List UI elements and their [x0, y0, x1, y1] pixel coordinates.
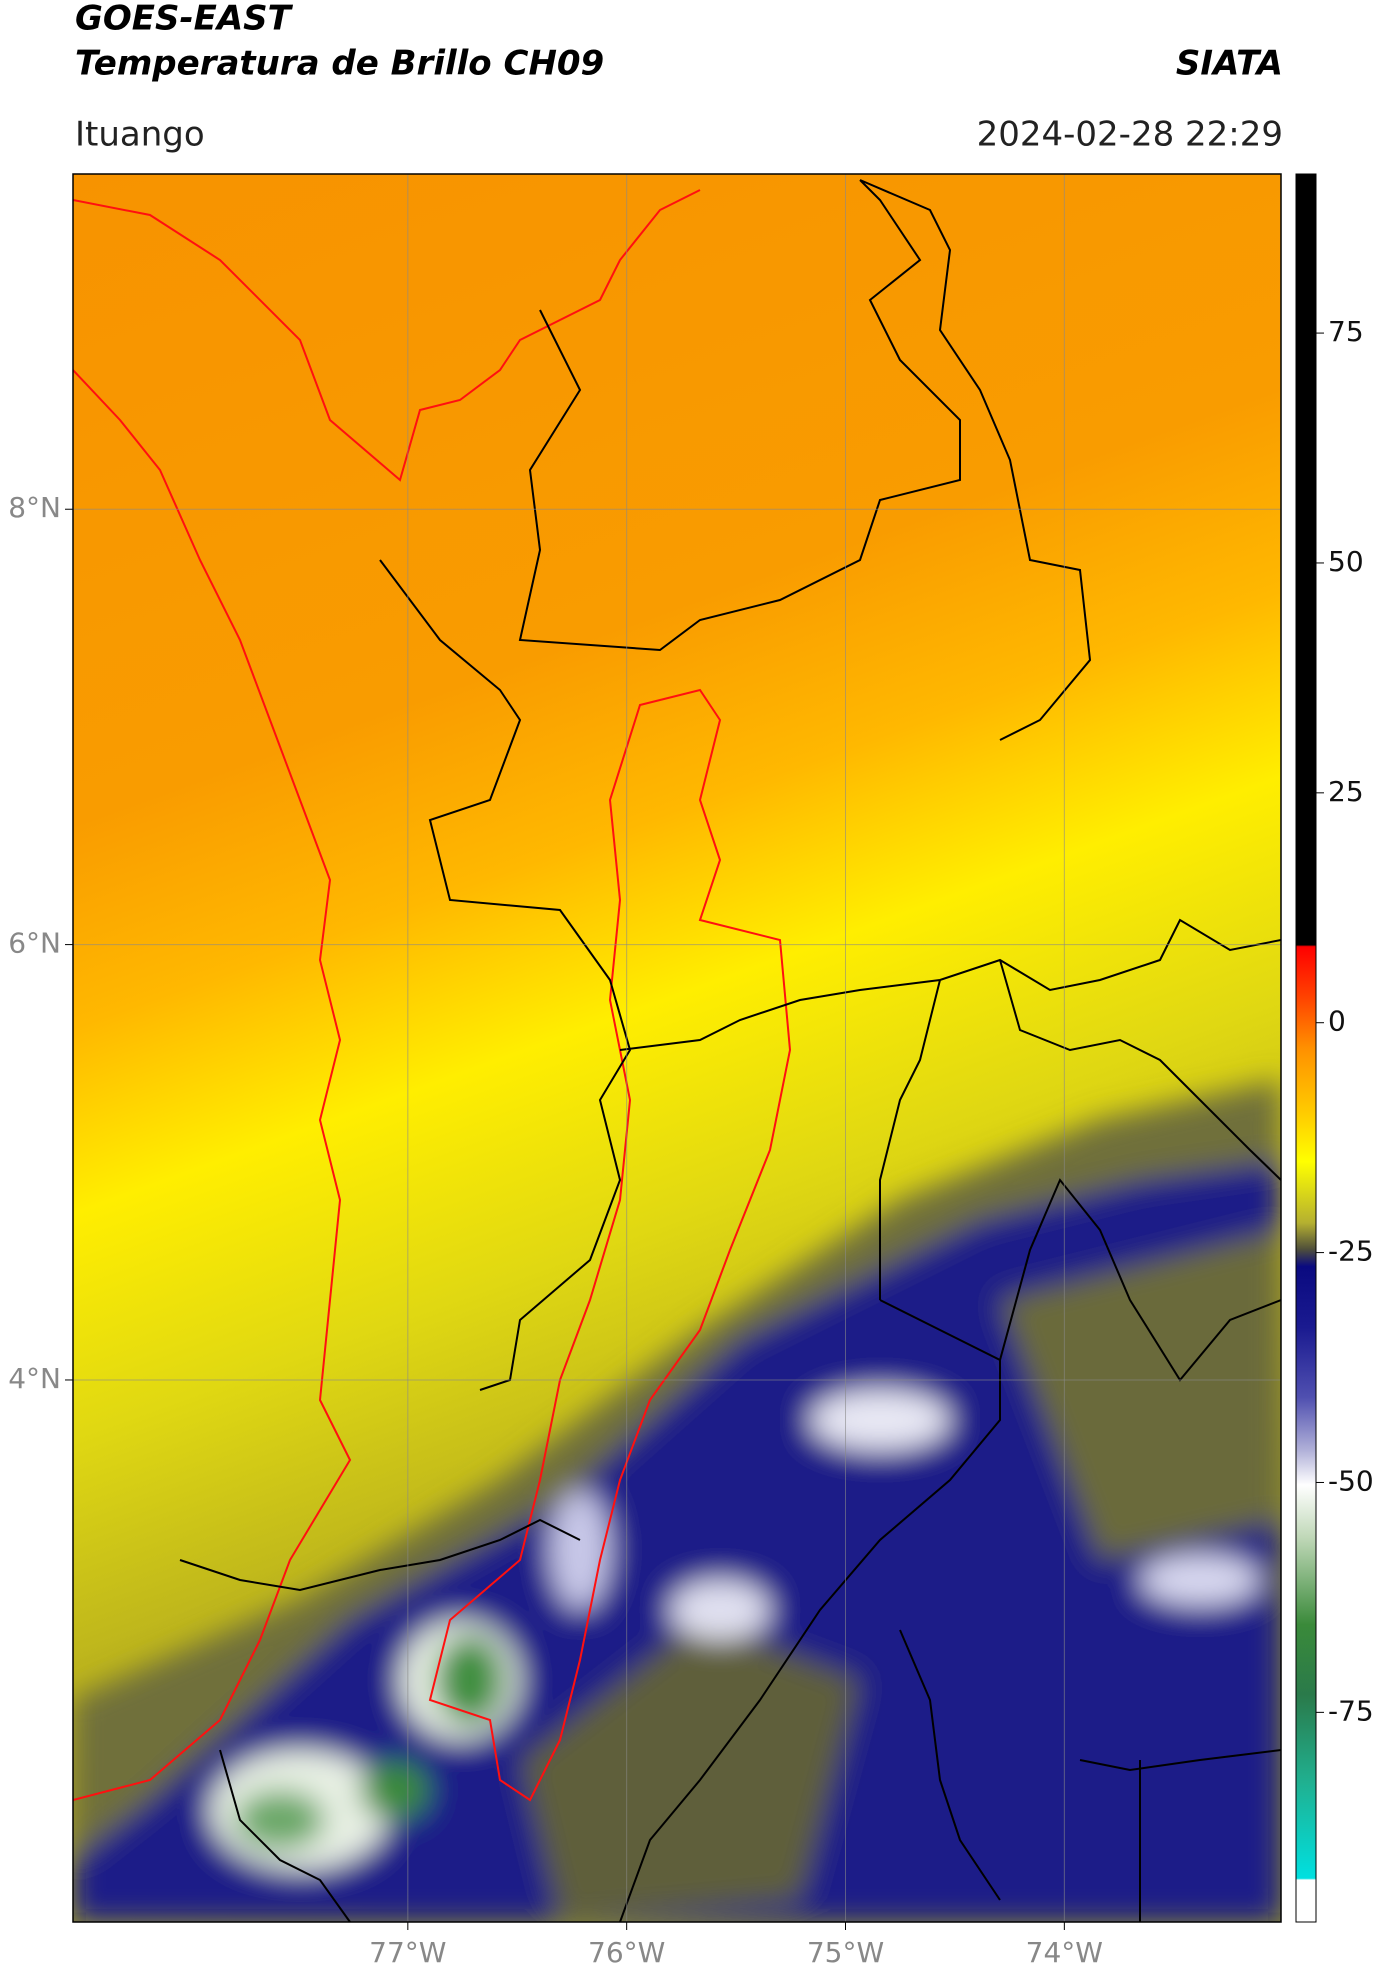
ituango-basin: [428, 688, 792, 1802]
grid: [73, 174, 1281, 1922]
map-field: [73, 174, 1281, 1922]
colorbar-tick-label: 0: [1328, 1005, 1346, 1038]
map-frame: [72, 173, 1282, 1923]
title: GOES-EAST: [75, 0, 294, 39]
x-tick-label: 75°W: [807, 1936, 884, 1969]
location: Ituango: [75, 115, 205, 155]
colorbar-tick-label: -75: [1328, 1694, 1374, 1727]
x-tick-label: 77°W: [369, 1936, 446, 1969]
subtitle: Temperatura de Brillo CH09: [75, 44, 604, 84]
datetime: 2024-02-28 22:29: [977, 115, 1283, 155]
colorbar: [1295, 173, 1317, 1923]
colorbar-tick-label: 25: [1328, 775, 1364, 808]
x-tick-label: 76°W: [588, 1936, 665, 1969]
colorbar-tick-label: -50: [1328, 1464, 1374, 1497]
source: SIATA: [1176, 44, 1283, 84]
x-tick-label: 74°W: [1026, 1936, 1103, 1969]
y-tick-label: 6°N: [8, 927, 61, 960]
y-tick-label: 4°N: [8, 1362, 61, 1395]
colorbar-tick-label: 75: [1328, 315, 1364, 348]
colorbar-tick-label: -25: [1328, 1235, 1374, 1268]
colorbar-tick-label: 50: [1328, 545, 1364, 578]
y-tick-label: 8°N: [8, 491, 61, 524]
coastline: [73, 189, 701, 1801]
cloud-field: [73, 1080, 1281, 1922]
